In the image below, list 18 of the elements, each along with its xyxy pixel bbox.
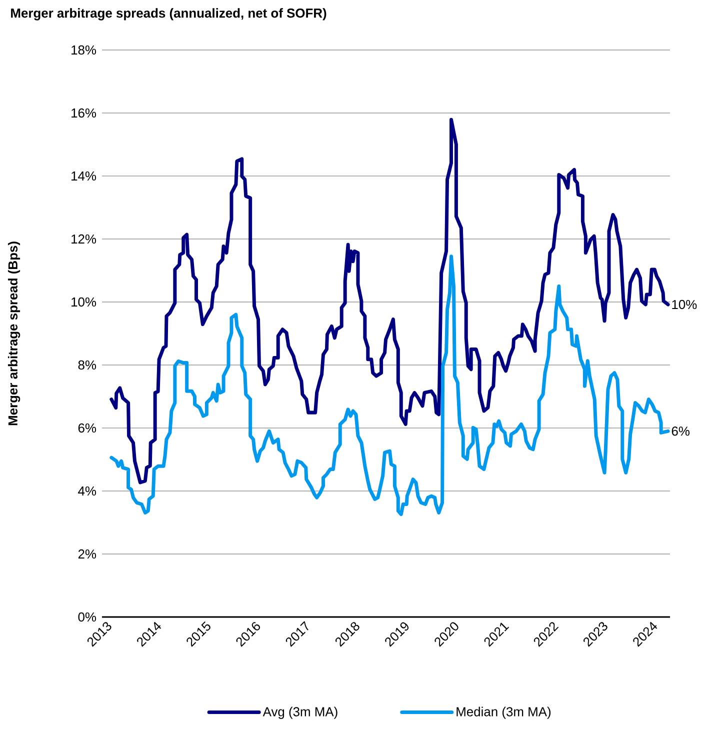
y-tick-label: 8% [78, 360, 96, 370]
line-series [110, 118, 670, 484]
y-axis-title: Merger arbitrage spread (Bps) [8, 242, 20, 426]
y-tick-label: 4% [78, 486, 96, 496]
y-tick-label: 18% [72, 45, 96, 55]
y-tick-label: 2% [78, 549, 96, 559]
chart-title: Merger arbitrage spreads (annualized, net of SOFR) [11, 8, 326, 20]
y-tick-label: 0% [78, 612, 96, 622]
y-tick-label: 14% [72, 171, 96, 181]
legend-label: Median (3m MA) [456, 706, 551, 719]
annotation: 6% [672, 426, 690, 436]
y-tick-label: 12% [72, 234, 96, 244]
line-series [110, 254, 670, 516]
y-tick-label: 16% [72, 108, 96, 118]
annotation: 10% [672, 300, 697, 310]
y-tick-label: 6% [78, 423, 96, 433]
legend-label: Avg (3m MA) [262, 706, 338, 719]
y-tick-label: 10% [72, 297, 96, 307]
